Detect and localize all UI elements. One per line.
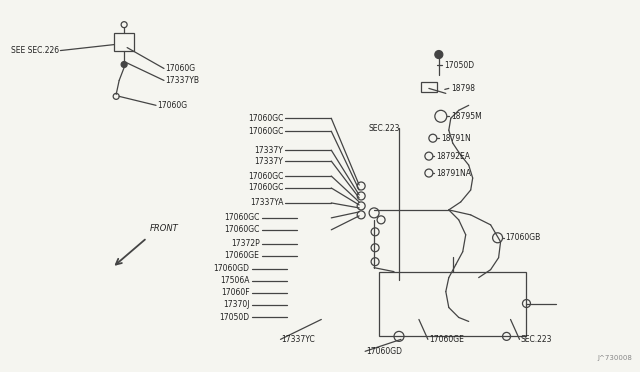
Text: 17060F: 17060F	[221, 288, 250, 297]
Circle shape	[435, 51, 443, 58]
Text: 17060GE: 17060GE	[429, 335, 464, 344]
Text: 17050D: 17050D	[220, 313, 250, 322]
Text: 18795M: 18795M	[451, 112, 481, 121]
Text: SEE SEC.226: SEE SEC.226	[12, 46, 60, 55]
Text: 17060GC: 17060GC	[248, 114, 284, 123]
Text: 18798: 18798	[451, 84, 475, 93]
Bar	[421, 83, 437, 92]
Text: J^730008: J^730008	[597, 355, 632, 361]
Text: 17337Y: 17337Y	[255, 157, 284, 166]
Text: 17060GB: 17060GB	[506, 233, 541, 242]
Text: 17060GE: 17060GE	[225, 251, 260, 260]
Text: 18791NA: 18791NA	[436, 169, 471, 177]
Text: 17060G: 17060G	[165, 64, 195, 73]
Text: 17337Y: 17337Y	[255, 146, 284, 155]
Text: 17060GC: 17060GC	[224, 225, 260, 234]
Text: 17372P: 17372P	[231, 239, 260, 248]
Bar	[114, 33, 134, 51]
Text: 18792EA: 18792EA	[436, 152, 470, 161]
Text: SEC.223: SEC.223	[368, 124, 399, 133]
Text: 17060G: 17060G	[157, 101, 187, 110]
Text: 17060GC: 17060GC	[248, 127, 284, 136]
Text: 17060GC: 17060GC	[248, 171, 284, 180]
Text: 17337YA: 17337YA	[250, 198, 284, 208]
Text: 17337YC: 17337YC	[282, 335, 316, 344]
Text: 17050D: 17050D	[444, 61, 474, 70]
Text: 18791N: 18791N	[441, 134, 470, 143]
Text: 17337YB: 17337YB	[165, 76, 199, 85]
Text: 17060GD: 17060GD	[366, 347, 402, 356]
Text: FRONT: FRONT	[150, 224, 179, 233]
Bar	[379, 272, 527, 336]
Text: 17370J: 17370J	[223, 300, 250, 309]
Text: 17506A: 17506A	[220, 276, 250, 285]
Text: 17060GC: 17060GC	[224, 214, 260, 222]
Text: 17060GC: 17060GC	[248, 183, 284, 192]
Text: SEC.223: SEC.223	[520, 335, 552, 344]
Circle shape	[121, 61, 127, 67]
Text: 17060GD: 17060GD	[214, 264, 250, 273]
